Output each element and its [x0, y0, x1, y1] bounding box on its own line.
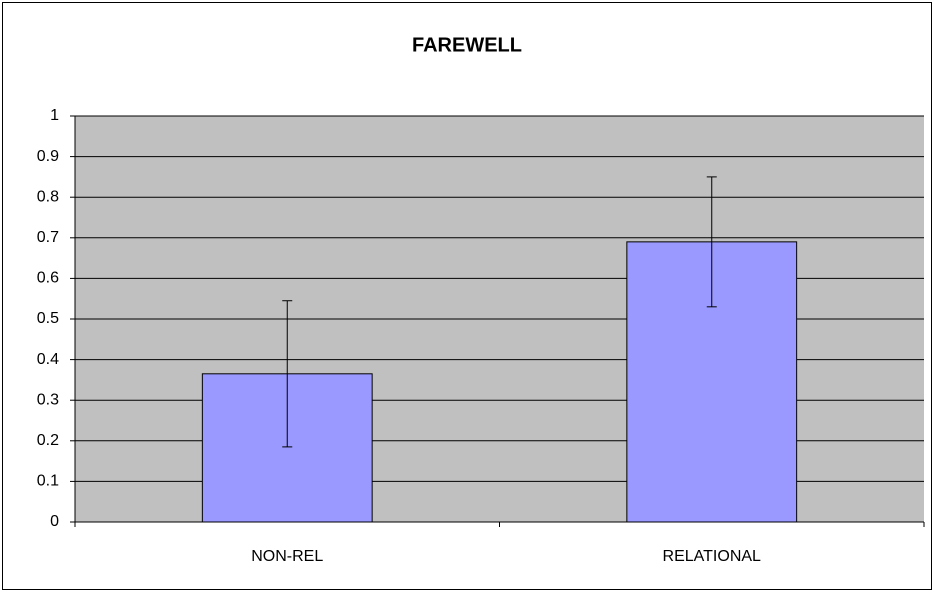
- chart-title: FAREWELL: [412, 34, 522, 56]
- y-tick-label: 0.3: [37, 391, 59, 408]
- y-tick-label: 0.5: [37, 310, 59, 327]
- y-tick-label: 0.2: [37, 432, 59, 449]
- y-tick-label: 0.9: [37, 148, 59, 165]
- error-bar: [706, 176, 717, 308]
- y-tick-label: 0.4: [37, 351, 59, 368]
- y-tick-label: 0: [50, 513, 59, 530]
- error-bar: [282, 300, 293, 448]
- x-tick-label: RELATIONAL: [663, 548, 762, 565]
- y-tick-label: 0.8: [37, 188, 59, 205]
- x-tick-label: NON-REL: [251, 548, 323, 565]
- y-tick-label: 0.6: [37, 270, 59, 287]
- y-tick-label: 0.7: [37, 229, 59, 246]
- y-tick-label: 1: [50, 107, 59, 124]
- y-tick-label: 0.1: [37, 473, 59, 490]
